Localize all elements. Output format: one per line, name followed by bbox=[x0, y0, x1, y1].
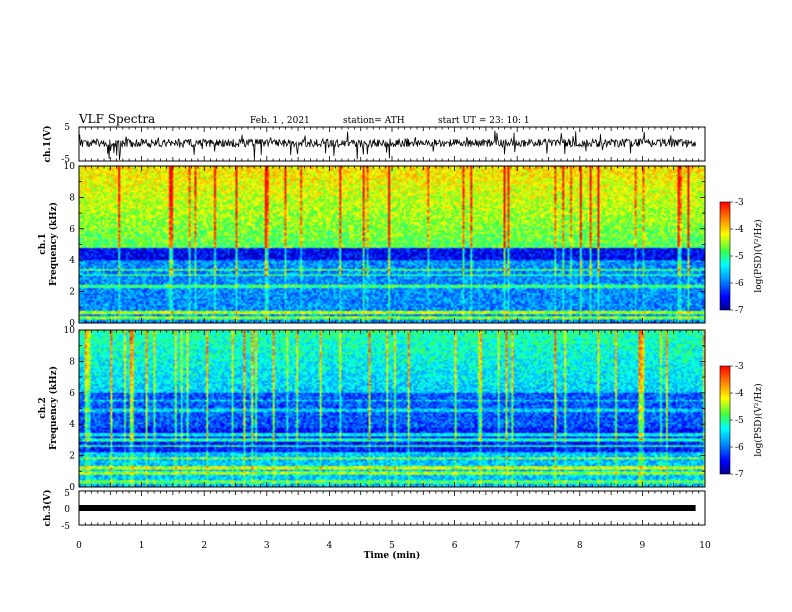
ch3-waveform-panel: 5 0 -5 ch.3(V) bbox=[42, 489, 706, 532]
ch1-channel-label: ch.1 bbox=[38, 233, 48, 254]
ch1-frequency-tick-label: 2 bbox=[69, 288, 75, 298]
ch1-frequency-tick-label: 10 bbox=[64, 162, 76, 172]
time-tick-label: 10 bbox=[699, 541, 711, 551]
time-tick-label: 2 bbox=[201, 541, 207, 551]
ch2-frequency-tick-label: 6 bbox=[69, 389, 75, 399]
ch1-spectrogram-image bbox=[79, 166, 705, 323]
time-axis-tick-labels: 0 1 2 3 4 5 6 7 8 9 10 bbox=[76, 541, 711, 551]
start-time-label: start UT = 23: 10: 1 bbox=[438, 116, 530, 126]
ch3-waveform-trace bbox=[79, 505, 696, 511]
ch2-spectrogram-image bbox=[79, 330, 705, 487]
ch2-colorbar-label: log(PSD)(V²/Hz) bbox=[753, 383, 764, 456]
ch1-colorbar-tick-label: -4 bbox=[735, 225, 744, 235]
time-tick-label: 4 bbox=[327, 541, 333, 551]
ch1-colorbar-tick-label: -3 bbox=[735, 198, 744, 208]
ch2-colorbar-tick-label: -4 bbox=[735, 389, 744, 399]
time-axis-label: Time (min) bbox=[364, 550, 421, 561]
ch3-waveform-ylabel: ch.3(V) bbox=[42, 490, 53, 527]
ch2-frequency-tick-label: 4 bbox=[69, 420, 75, 430]
ch3-ytick-bottom: -5 bbox=[61, 522, 70, 532]
time-tick-label: 3 bbox=[264, 541, 270, 551]
time-tick-label: 9 bbox=[640, 541, 646, 551]
ch1-colorbar-tick-label: -5 bbox=[735, 252, 744, 262]
ch2-colorbar-tick-label: -5 bbox=[735, 416, 744, 426]
ch2-spectrogram-panel: 0 2 4 6 8 10 ch.2 Frequency (kHz) bbox=[38, 326, 706, 493]
time-tick-label: 6 bbox=[452, 541, 458, 551]
ch1-frequency-tick-label: 8 bbox=[69, 193, 75, 203]
time-tick-label: 0 bbox=[76, 541, 82, 551]
ch1-colorbar: -3 -4 -5 -6 -7 log(PSD)(V²/Hz) bbox=[719, 198, 764, 316]
ch1-ytick-top: 5 bbox=[64, 123, 70, 133]
ch2-frequency-tick-label: 8 bbox=[69, 357, 75, 367]
time-tick-label: 7 bbox=[514, 541, 520, 551]
ch2-colorbar-tick-label: -7 bbox=[735, 470, 744, 480]
ch1-frequency-tick-label: 4 bbox=[69, 256, 75, 266]
ch1-frequency-tick-label: 6 bbox=[69, 225, 75, 235]
time-tick-label: 8 bbox=[577, 541, 583, 551]
ch2-colorbar-tick-label: -3 bbox=[735, 362, 744, 372]
time-tick-label: 5 bbox=[389, 541, 395, 551]
ch2-frequency-tick-label: 0 bbox=[69, 483, 75, 493]
ch1-colorbar-tick-label: -7 bbox=[735, 306, 744, 316]
ch1-colorbar-label: log(PSD)(V²/Hz) bbox=[753, 219, 764, 292]
time-tick-label: 1 bbox=[139, 541, 145, 551]
station-label: station= ATH bbox=[343, 116, 405, 126]
ch1-frequency-ylabel: Frequency (kHz) bbox=[48, 202, 59, 286]
ch1-waveform-ylabel: ch.1(V) bbox=[42, 126, 53, 163]
ch1-waveform-trace bbox=[78, 130, 696, 161]
ch2-colorbar-tick-label: -6 bbox=[735, 443, 744, 453]
ch1-waveform-panel: 5 -5 ch.1(V) bbox=[42, 123, 706, 165]
ch3-ytick-mid: 0 bbox=[64, 505, 70, 515]
ch2-frequency-tick-label: 10 bbox=[64, 326, 76, 336]
ch2-colorbar: -3 -4 -5 -6 -7 log(PSD)(V²/Hz) bbox=[719, 362, 764, 480]
ch2-colorbar-gradient bbox=[719, 365, 731, 475]
ch1-spectrogram-panel: 0 2 4 6 8 10 ch.1 Frequency (kHz) bbox=[38, 162, 706, 329]
ch1-colorbar-tick-label: -6 bbox=[735, 279, 744, 289]
ch1-frequency-tick-label: 0 bbox=[69, 319, 75, 329]
ch1-colorbar-gradient bbox=[719, 201, 731, 311]
figure-title: VLF Spectra bbox=[78, 112, 155, 126]
ch1-ytick-bottom: -5 bbox=[61, 155, 70, 165]
ch2-frequency-ylabel: Frequency (kHz) bbox=[48, 366, 59, 450]
date-label: Feb. 1 , 2021 bbox=[250, 116, 310, 126]
ch2-frequency-tick-label: 2 bbox=[69, 452, 75, 462]
ch2-channel-label: ch.2 bbox=[38, 397, 48, 418]
ch3-ytick-top: 5 bbox=[64, 489, 70, 499]
